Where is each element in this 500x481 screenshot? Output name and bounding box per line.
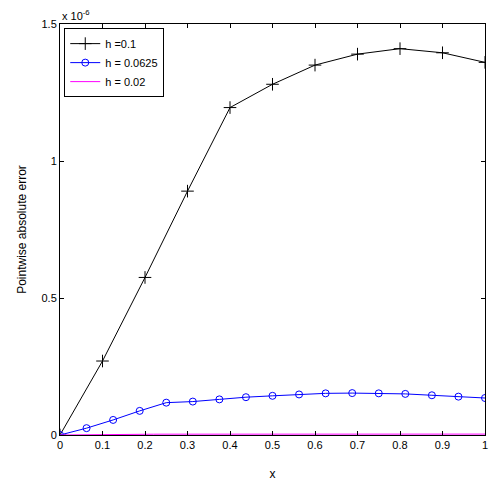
svg-text:h = 0.02: h = 0.02 [105,76,145,88]
svg-text:0: 0 [57,439,63,451]
svg-text:0.1: 0.1 [95,439,110,451]
svg-text:0.4: 0.4 [222,439,237,451]
svg-text:0.8: 0.8 [392,439,407,451]
svg-text:0.6: 0.6 [307,439,322,451]
svg-text:0: 0 [51,429,57,441]
svg-text:Pointwise absolute error: Pointwise absolute error [15,165,29,294]
svg-text:1.5: 1.5 [42,18,57,30]
svg-text:h =0.1: h =0.1 [105,38,136,50]
svg-text:0.7: 0.7 [350,439,365,451]
svg-text:0.2: 0.2 [137,439,152,451]
svg-text:0.5: 0.5 [265,439,280,451]
svg-text:0.5: 0.5 [42,292,57,304]
svg-text:0.9: 0.9 [435,439,450,451]
svg-text:1: 1 [482,439,488,451]
svg-text:x: x [270,467,276,481]
svg-text:h = 0.0625: h = 0.0625 [105,57,157,69]
svg-text:x 10​-6​: x 10​-6​ [62,8,90,22]
svg-text:1: 1 [51,155,57,167]
svg-text:0.3: 0.3 [180,439,195,451]
